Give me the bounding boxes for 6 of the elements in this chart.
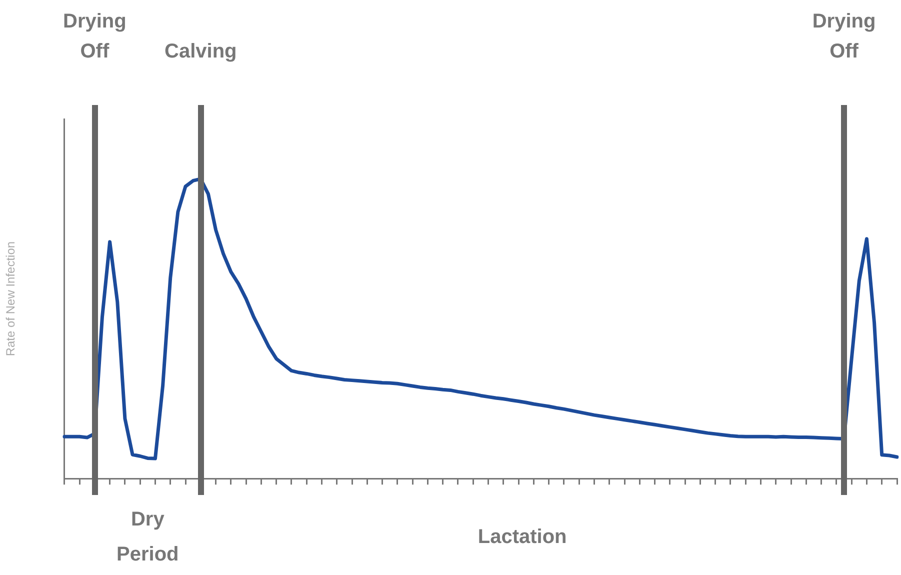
text: Drying Off (812, 10, 876, 63)
text: Drying Off (63, 10, 126, 63)
text: Lactation (478, 526, 567, 548)
text: Dry Period (116, 508, 179, 566)
y-axis-title: Rate of New Infection (4, 241, 18, 356)
text: Calving (164, 40, 237, 63)
